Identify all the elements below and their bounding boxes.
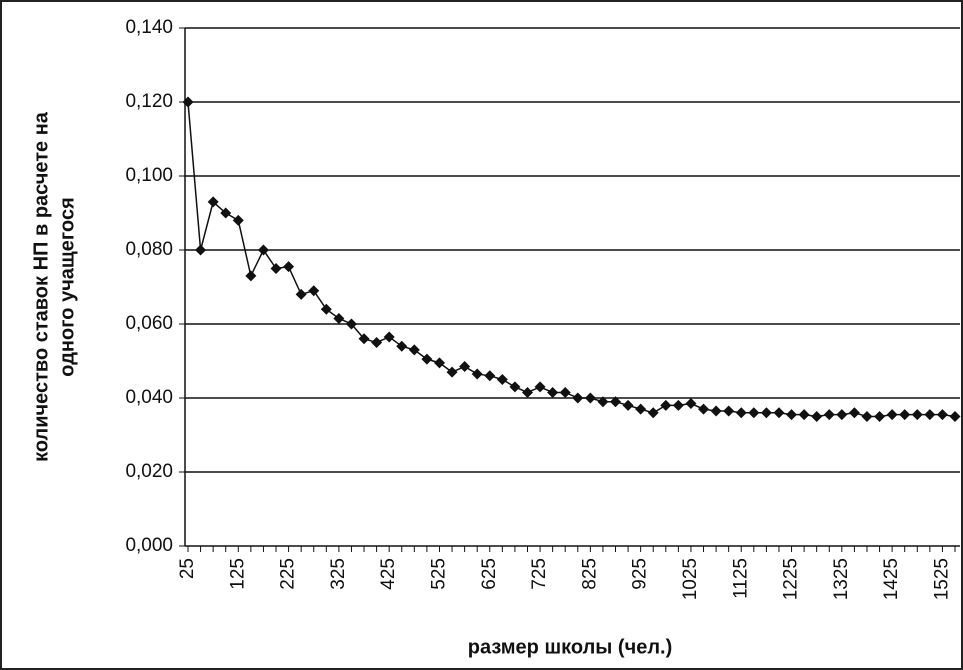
marker <box>396 340 408 352</box>
marker <box>823 409 835 421</box>
marker <box>358 333 370 345</box>
marker <box>459 361 471 373</box>
marker <box>698 403 710 415</box>
marker <box>635 403 647 415</box>
marker <box>295 288 307 300</box>
marker <box>848 407 860 419</box>
marker <box>446 366 458 378</box>
x-tick-label: 325 <box>328 558 349 590</box>
marker <box>484 370 496 382</box>
marker <box>270 263 282 274</box>
marker <box>383 331 395 343</box>
marker <box>610 396 622 408</box>
y-tick-label: 0,020 <box>125 461 173 482</box>
marker <box>899 409 911 421</box>
x-axis-title: размер школы (чел.) <box>468 636 673 658</box>
x-tick-label: 125 <box>227 558 248 590</box>
y-tick-label: 0,120 <box>125 91 173 112</box>
marker <box>521 386 533 398</box>
marker <box>433 357 445 369</box>
marker <box>471 368 483 380</box>
x-tick-label: 1125 <box>730 558 751 599</box>
y-tick-label: 0,040 <box>125 387 173 408</box>
x-tick-label: 725 <box>529 558 550 590</box>
marker <box>333 312 345 324</box>
marker <box>547 386 559 398</box>
marker <box>685 398 697 410</box>
marker <box>811 411 823 422</box>
x-tick-label: 1425 <box>881 558 902 600</box>
marker <box>496 374 508 385</box>
marker <box>911 409 923 421</box>
x-tick-label: 225 <box>278 558 299 590</box>
marker <box>559 386 571 398</box>
x-tick-label: 825 <box>579 558 600 590</box>
y-tick-label: 0,100 <box>125 165 173 186</box>
y-tick-label: 0,140 <box>125 17 173 38</box>
marker <box>660 399 672 411</box>
marker <box>874 411 886 422</box>
marker <box>421 353 433 365</box>
marker <box>572 392 584 404</box>
marker <box>773 407 785 419</box>
marker <box>760 407 772 419</box>
marker <box>371 337 383 348</box>
marker <box>207 196 219 208</box>
y-axis-title: количество ставок НП в расчете на <box>30 111 52 462</box>
marker <box>283 261 295 273</box>
marker <box>320 303 332 315</box>
y-tick-label: 0,080 <box>125 239 173 260</box>
marker <box>345 318 357 330</box>
marker <box>836 409 848 421</box>
marker <box>584 392 596 404</box>
x-tick-label: 1225 <box>781 558 802 600</box>
marker <box>195 244 207 256</box>
x-tick-label: 1325 <box>831 558 852 600</box>
marker <box>220 207 232 219</box>
marker <box>622 399 634 411</box>
marker <box>232 214 244 226</box>
marker <box>748 407 760 419</box>
x-tick-label: 425 <box>378 558 399 590</box>
marker <box>886 409 898 421</box>
marker <box>509 381 521 393</box>
x-tick-label: 525 <box>428 558 449 590</box>
marker <box>257 244 269 256</box>
marker <box>924 409 936 421</box>
marker <box>534 381 546 393</box>
marker <box>408 344 420 356</box>
y-axis-title: одного учащегося <box>56 197 78 376</box>
marker <box>949 411 961 422</box>
x-tick-label: 1525 <box>931 558 952 600</box>
marker <box>936 409 948 421</box>
x-tick-label: 925 <box>630 558 651 590</box>
marker <box>245 270 257 282</box>
marker <box>786 409 798 421</box>
y-tick-label: 0,060 <box>125 313 173 334</box>
y-tick-label: 0,000 <box>125 535 173 556</box>
marker <box>710 405 722 417</box>
marker <box>308 285 320 297</box>
marker <box>798 409 810 421</box>
marker <box>735 407 747 419</box>
marker <box>672 399 684 411</box>
x-tick-label: 25 <box>177 558 198 579</box>
x-tick-label: 625 <box>479 558 500 590</box>
marker <box>182 96 194 108</box>
marker <box>647 407 659 419</box>
x-tick-label: 1025 <box>680 558 701 600</box>
marker <box>723 405 735 417</box>
marker <box>861 411 873 422</box>
marker <box>597 396 609 408</box>
